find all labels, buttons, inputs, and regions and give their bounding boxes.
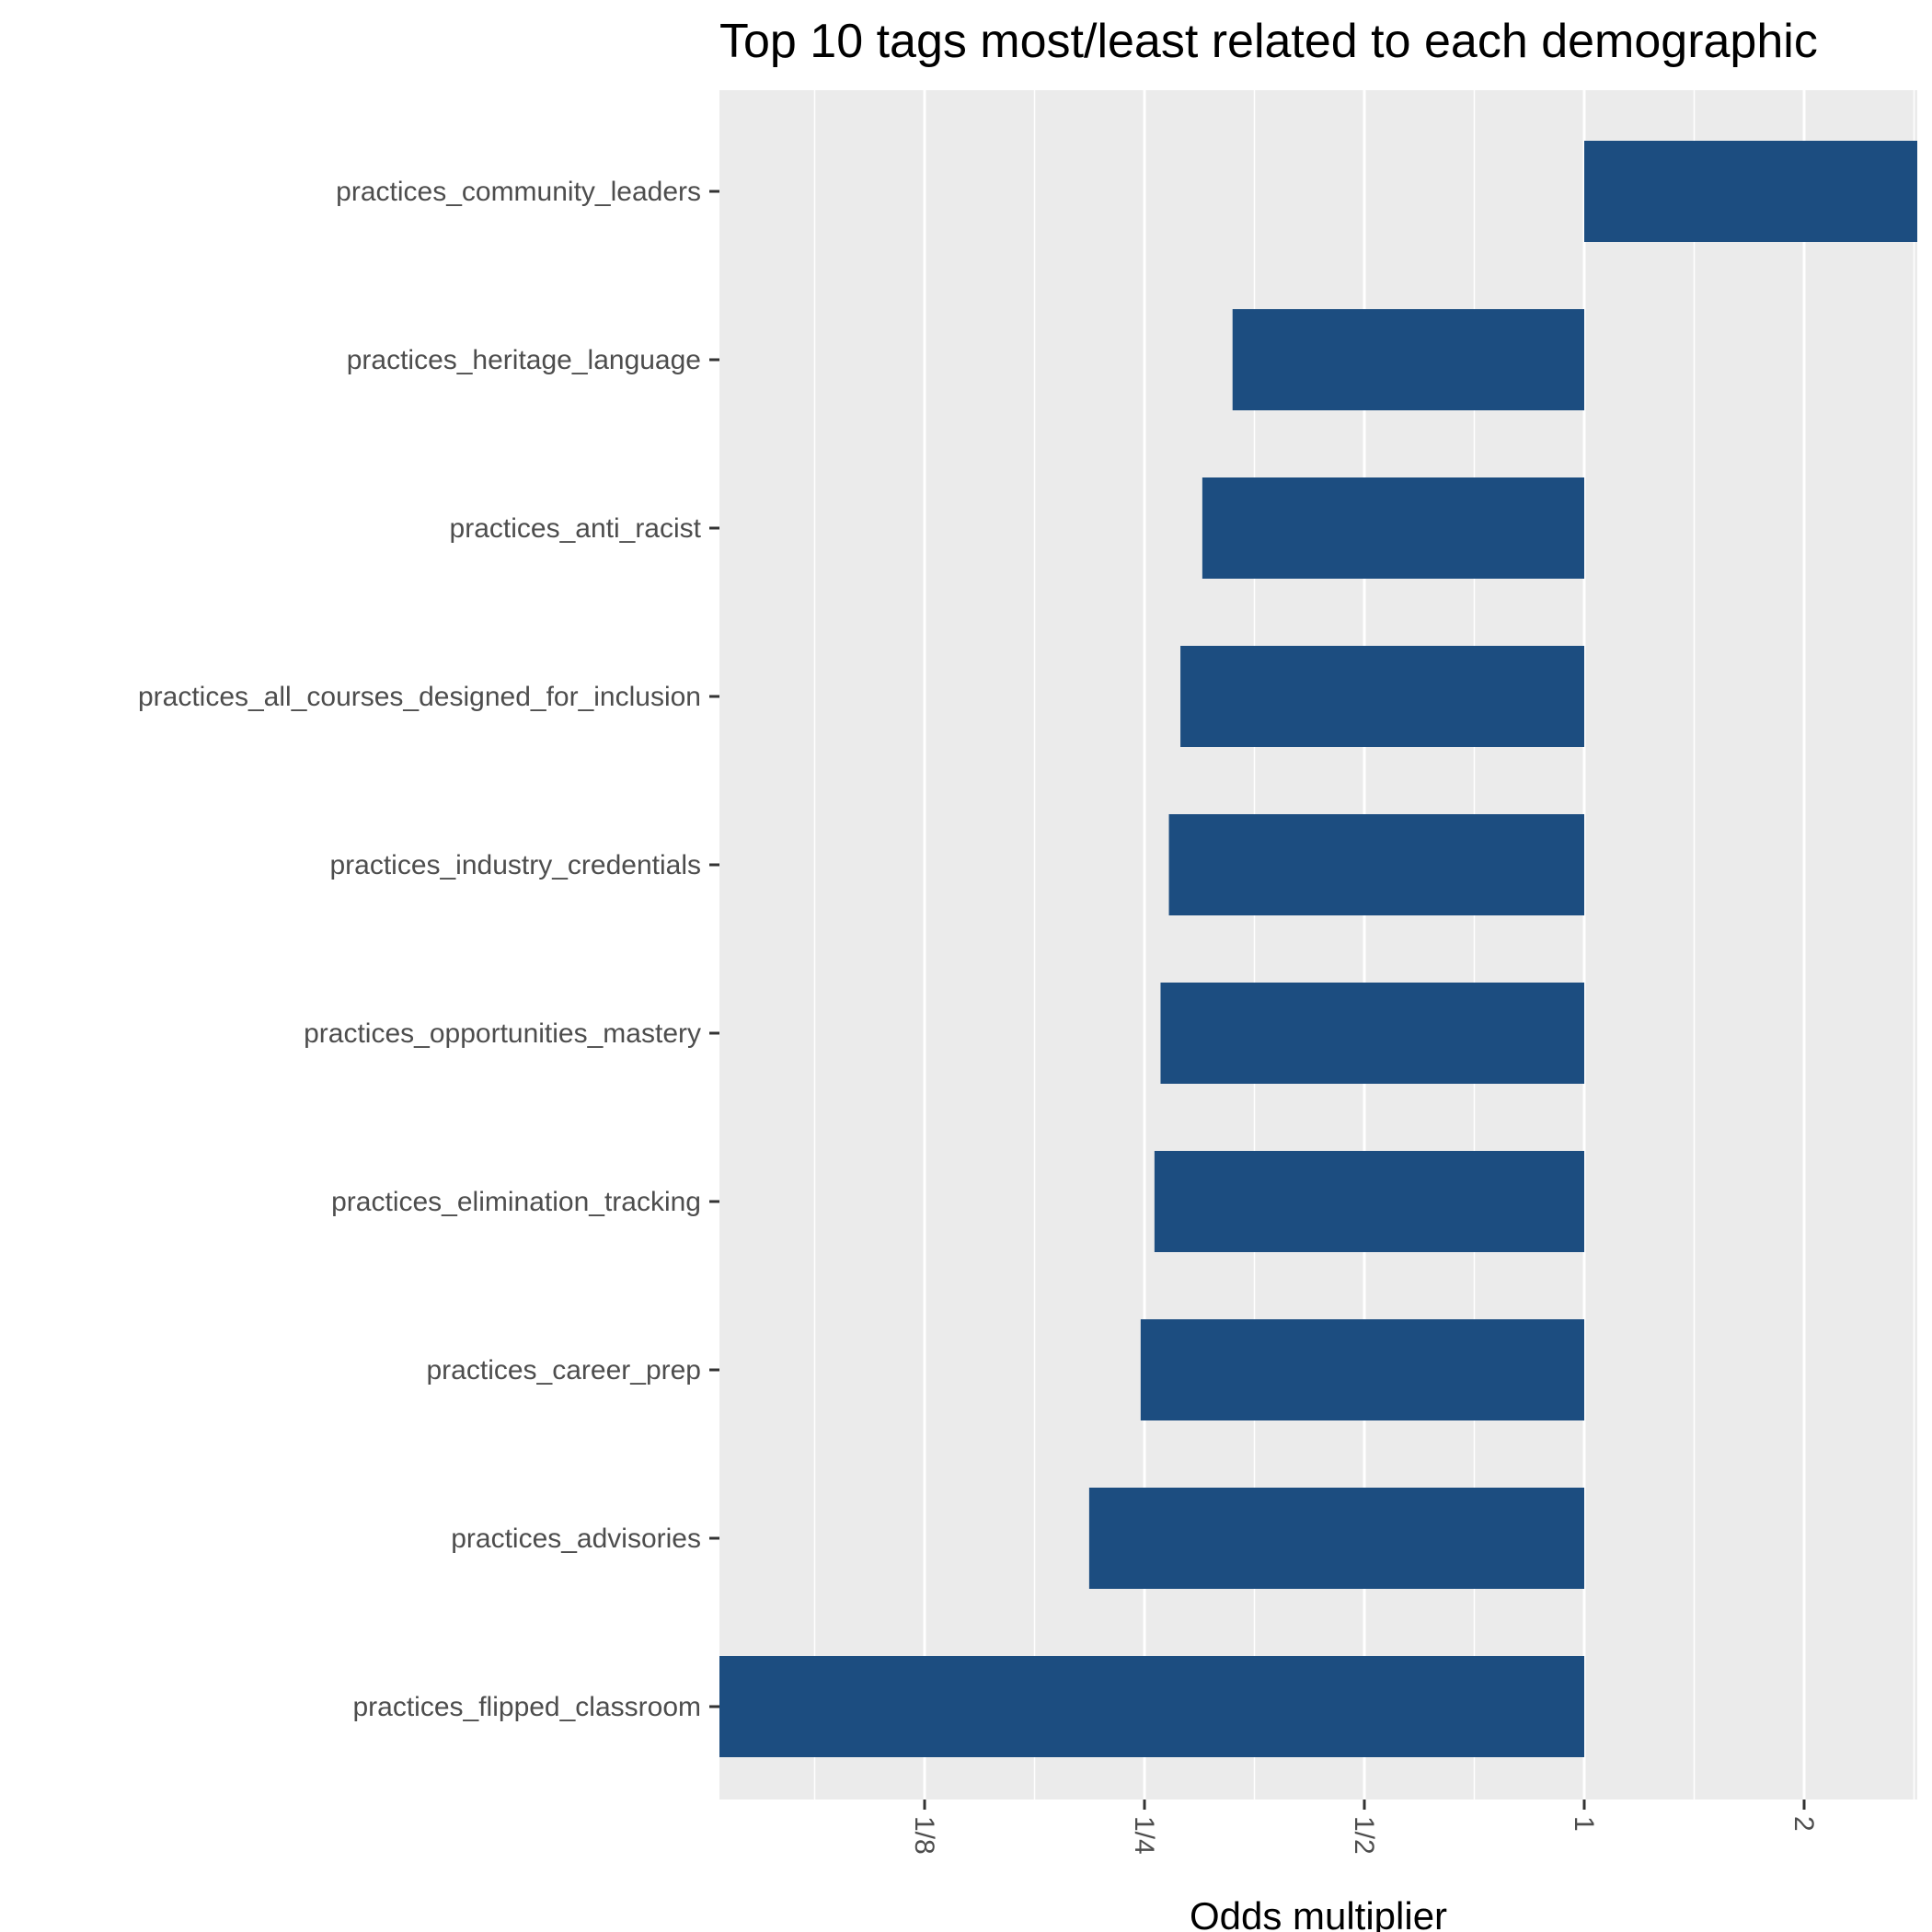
bar [1168,814,1584,915]
y-tick-label: practices_opportunities_mastery [304,1018,701,1049]
y-tick-label: practices_anti_racist [450,513,702,544]
y-tick-label: practices_advisories [451,1524,701,1554]
bar [1088,1488,1584,1589]
bar [1202,477,1584,579]
y-tick-label: practices_heritage_language [347,345,701,375]
y-axis: practices_community_leaders practices_her… [138,177,719,1722]
x-tick-label: 1/4 [1129,1816,1159,1855]
x-tick-label: 1/2 [1349,1816,1379,1855]
bar [1232,309,1584,410]
bar [1160,983,1584,1084]
x-tick-label: 1 [1569,1816,1599,1832]
bar [1584,141,1917,242]
y-tick-label: practices_all_courses_designed_for_inclu… [138,682,701,712]
bar [1140,1319,1584,1420]
chart-title: Top 10 tags most/least related to each d… [719,15,1818,68]
x-axis-title: Odds multiplier [1190,1894,1447,1932]
y-tick-label: practices_flipped_classroom [352,1692,701,1722]
bar [1180,646,1584,747]
x-tick-label: 1/8 [909,1816,939,1855]
x-tick-label: 2 [1788,1816,1819,1832]
x-axis: 1/8 1/4 1/2 1 2 [909,1800,1819,1855]
y-tick-label: practices_industry_credentials [329,850,701,880]
bars [719,141,1917,1757]
y-tick-label: practices_elimination_tracking [331,1187,701,1217]
bar [1154,1151,1584,1252]
bar [719,1656,1584,1757]
y-tick-label: practices_community_leaders [336,177,701,207]
y-tick-label: practices_career_prep [427,1355,702,1386]
